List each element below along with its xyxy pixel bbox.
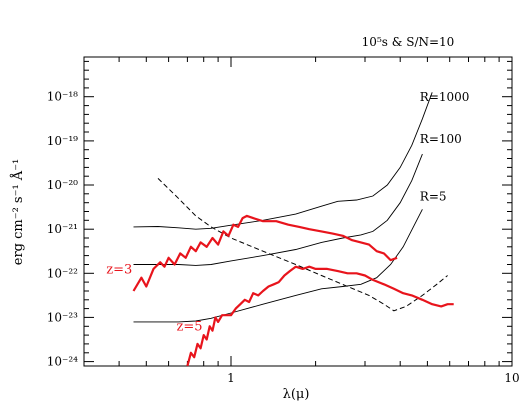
annotation-label: z=5 (177, 320, 203, 335)
y-axis-label: erg cm⁻² s⁻¹ Å⁻¹ (10, 159, 26, 266)
chart-title: 10⁵s & S/N=10 (362, 35, 455, 49)
axis-tick-labels: 1 10 10⁻²⁴ 10⁻²³ 10⁻²² 10⁻²¹ 10⁻²⁰ 10⁻¹⁹ 10⁻¹⁸ (47, 90, 520, 385)
y-tick-label: 10⁻²⁰ (47, 178, 78, 192)
x-axis-label: λ(μ) (283, 387, 310, 402)
series-group (132, 92, 454, 367)
annotation-label: R=1000 (420, 90, 470, 104)
y-tick-label: 10⁻¹⁸ (47, 90, 78, 104)
series-line-r-5 (133, 209, 423, 323)
series-line-z-5 (186, 265, 454, 367)
series-line-z-3 (132, 214, 398, 292)
y-tick-label: 10⁻²¹ (47, 222, 78, 236)
axis-ticks (83, 57, 513, 366)
annotations-group: R=1000 R=100 R=5 z=3 z=5 (106, 90, 469, 335)
y-tick-label: 10⁻²² (47, 266, 78, 280)
x-tick-label: 10 (504, 371, 519, 385)
x-tick-label: 1 (227, 371, 235, 385)
y-tick-label: 10⁻²³ (47, 310, 78, 324)
annotation-label: z=3 (106, 262, 132, 277)
y-tick-label: 10⁻¹⁹ (47, 134, 78, 148)
annotation-label: R=100 (420, 132, 462, 146)
annotation-label: R=5 (420, 190, 447, 204)
series-line-r-100 (133, 153, 423, 266)
series-line-r-1000 (133, 92, 433, 230)
series-line-dashed (157, 178, 448, 312)
y-tick-label: 10⁻²⁴ (47, 355, 78, 369)
